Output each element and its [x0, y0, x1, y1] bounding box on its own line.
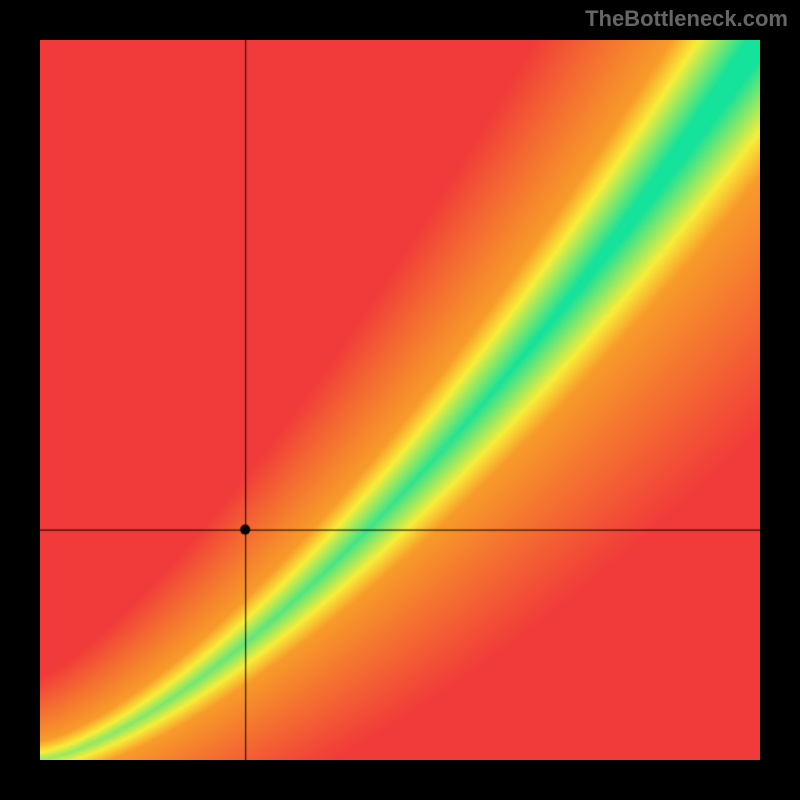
plot-area [40, 40, 760, 760]
chart-container: TheBottleneck.com [0, 0, 800, 800]
heatmap-canvas [40, 40, 760, 760]
watermark-text: TheBottleneck.com [585, 6, 788, 32]
